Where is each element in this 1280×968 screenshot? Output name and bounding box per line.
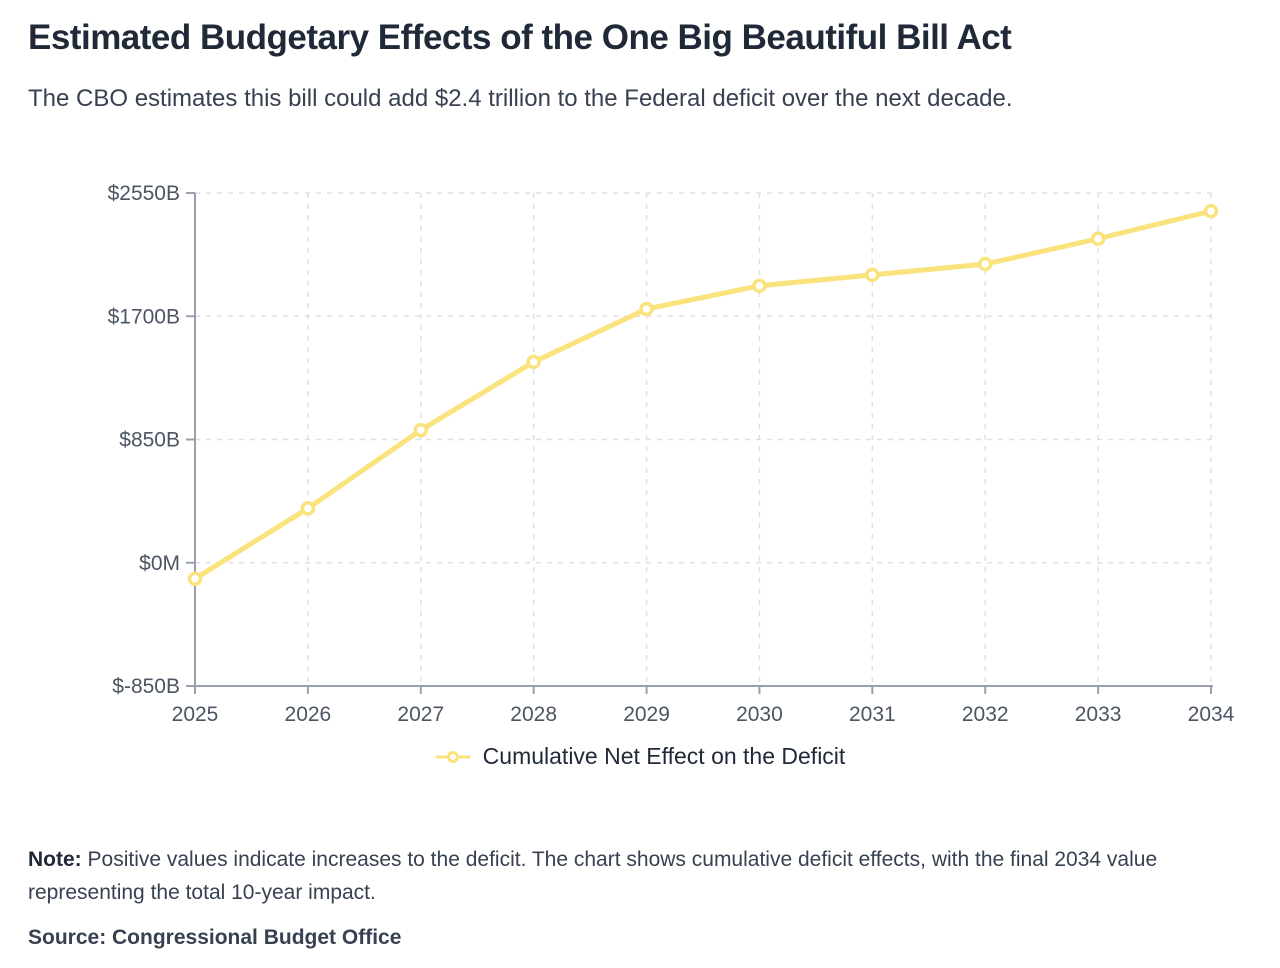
legend-label: Cumulative Net Effect on the Deficit bbox=[482, 743, 846, 769]
x-tick-label: 2025 bbox=[172, 703, 219, 726]
note-label: Note: bbox=[28, 848, 82, 871]
x-tick-label: 2031 bbox=[849, 703, 896, 726]
x-tick-label: 2029 bbox=[623, 703, 670, 726]
data-point-2030[interactable] bbox=[752, 278, 767, 294]
data-point-2026[interactable] bbox=[300, 501, 316, 516]
x-tick-label: 2033 bbox=[1075, 703, 1122, 726]
deficit-line bbox=[192, 208, 1214, 582]
x-tick-label: 2026 bbox=[285, 703, 332, 726]
data-point-2031[interactable] bbox=[865, 267, 880, 283]
data-point-2028[interactable] bbox=[526, 354, 541, 370]
chart-note: Note: Positive values indicate increases… bbox=[28, 843, 1243, 909]
note-text: Positive values indicate increases to th… bbox=[28, 848, 1158, 904]
page-subtitle: The CBO estimates this bill could add $2… bbox=[28, 85, 1013, 112]
y-tick-label: $0M bbox=[139, 552, 180, 575]
chart-source: Source: Congressional Budget Office bbox=[28, 926, 402, 949]
data-point-2027[interactable] bbox=[413, 422, 429, 438]
data-point-2032[interactable] bbox=[977, 256, 993, 272]
deficit-line-chart: $2550B $1700B $850B $0M $-850B 2025 2026 2027 20… bbox=[108, 182, 1235, 726]
x-tick-label: 2034 bbox=[1188, 703, 1235, 726]
data-point-2025[interactable] bbox=[187, 571, 203, 586]
x-tick-label: 2028 bbox=[510, 703, 557, 726]
x-tick-label: 2027 bbox=[397, 703, 444, 726]
y-tick-label: $1700B bbox=[108, 305, 180, 328]
data-point-2029[interactable] bbox=[639, 301, 654, 317]
chart-legend[interactable]: Cumulative Net Effect on the Deficit bbox=[0, 743, 1280, 770]
legend-line-marker-icon bbox=[435, 750, 471, 763]
data-point-2034[interactable] bbox=[1203, 203, 1219, 219]
page-title: Estimated Budgetary Effects of the One B… bbox=[28, 18, 1012, 57]
x-tick-label: 2032 bbox=[962, 703, 1009, 726]
y-tick-label: $850B bbox=[119, 429, 180, 452]
y-tick-label: $-850B bbox=[112, 675, 180, 698]
y-tick-label: $2550B bbox=[108, 182, 180, 205]
x-tick-label: 2030 bbox=[736, 703, 783, 726]
data-point-2033[interactable] bbox=[1090, 231, 1106, 246]
